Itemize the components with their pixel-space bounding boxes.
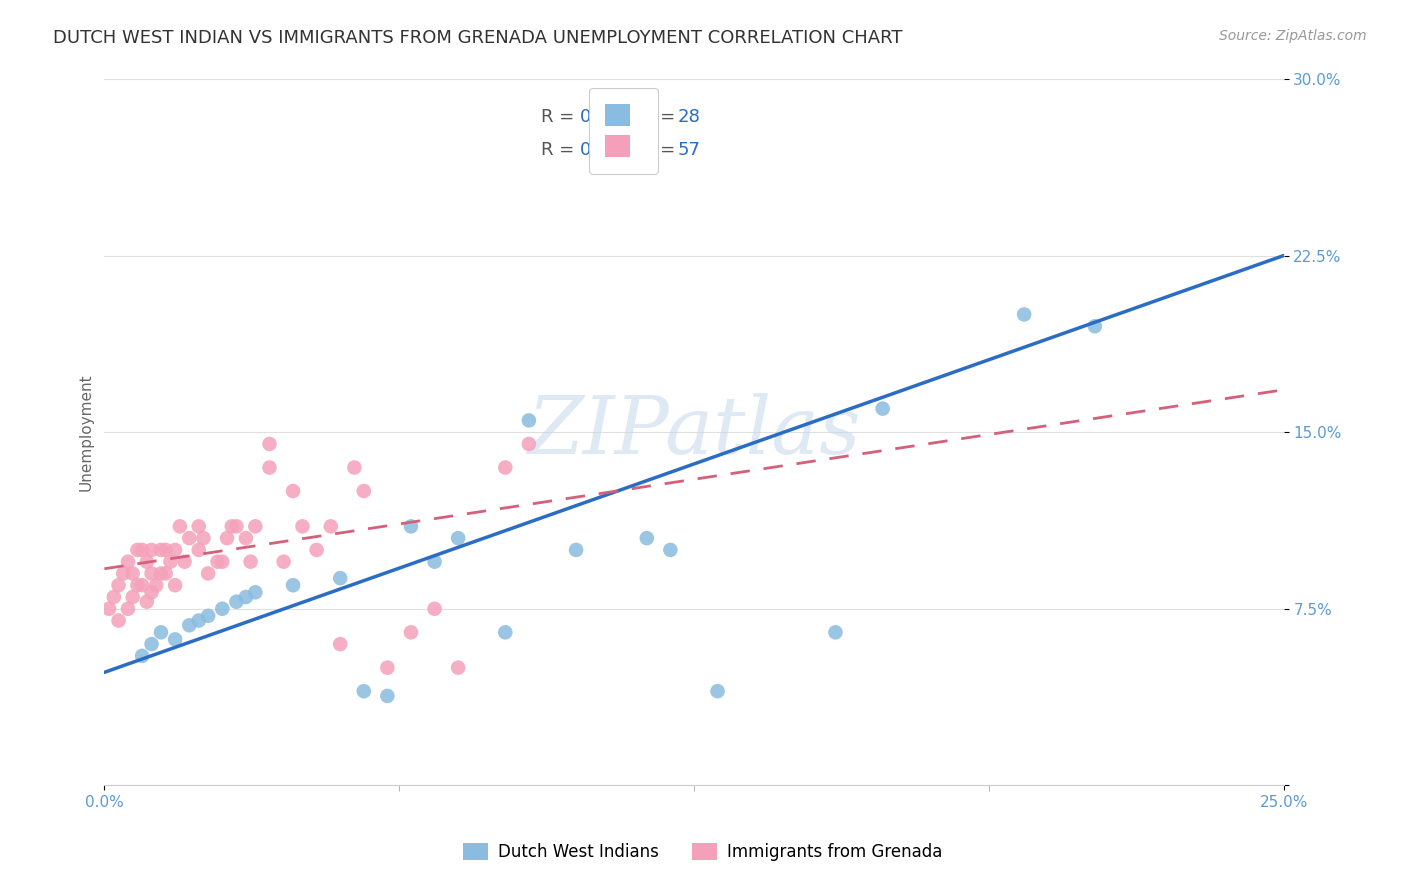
Text: 57: 57 [678, 141, 700, 159]
Point [159, 555, 181, 569]
Y-axis label: Unemployment: Unemployment [79, 374, 93, 491]
Point [165, 542, 187, 557]
Point [187, 542, 209, 557]
Point [127, 578, 149, 592]
Point [121, 590, 143, 604]
Point [343, 460, 366, 475]
Point [149, 542, 172, 557]
Point [399, 625, 422, 640]
Point [103, 590, 125, 604]
Point [319, 519, 342, 533]
Point [494, 460, 516, 475]
Point [517, 437, 540, 451]
Point [329, 637, 352, 651]
Point [259, 437, 281, 451]
Point [173, 555, 195, 569]
Point [565, 542, 588, 557]
Point [423, 601, 446, 615]
Point [281, 578, 304, 592]
Text: N =: N = [641, 141, 675, 159]
Text: 0.172: 0.172 [579, 141, 631, 159]
Point [149, 625, 172, 640]
Point [235, 590, 257, 604]
Point [329, 571, 352, 585]
Point [117, 601, 139, 615]
Point [225, 595, 247, 609]
Point [107, 578, 129, 592]
Text: R =: R = [541, 141, 574, 159]
Point [353, 684, 375, 698]
Point [221, 519, 243, 533]
Point [517, 413, 540, 427]
Point [273, 555, 295, 569]
Point [377, 689, 399, 703]
Point [197, 566, 219, 581]
Point [353, 483, 375, 498]
Point [636, 531, 658, 545]
Point [399, 519, 422, 533]
Text: DUTCH WEST INDIAN VS IMMIGRANTS FROM GRENADA UNEMPLOYMENT CORRELATION CHART: DUTCH WEST INDIAN VS IMMIGRANTS FROM GRE… [53, 29, 903, 47]
Text: 0.553: 0.553 [579, 108, 631, 126]
Text: 28: 28 [678, 108, 700, 126]
Point [1012, 308, 1035, 322]
Point [98, 601, 121, 615]
Point [169, 519, 191, 533]
Point [305, 542, 328, 557]
Point [197, 608, 219, 623]
Point [165, 632, 187, 647]
Point [141, 585, 163, 599]
Point [121, 566, 143, 581]
Point [179, 531, 201, 545]
Point [291, 519, 314, 533]
Point [131, 578, 153, 592]
Point [215, 531, 238, 545]
Point [193, 531, 215, 545]
Point [245, 519, 267, 533]
Point [706, 684, 728, 698]
Point [141, 566, 163, 581]
Point [211, 601, 233, 615]
Point [135, 555, 157, 569]
Point [117, 555, 139, 569]
Point [259, 460, 281, 475]
Point [239, 555, 262, 569]
Point [155, 566, 177, 581]
Point [141, 637, 163, 651]
Point [1084, 319, 1107, 334]
Legend: Dutch West Indians, Immigrants from Grenada: Dutch West Indians, Immigrants from Gren… [457, 836, 949, 868]
Point [225, 519, 247, 533]
Point [281, 483, 304, 498]
Point [135, 595, 157, 609]
Point [131, 542, 153, 557]
Point [187, 614, 209, 628]
Point [245, 585, 267, 599]
Point [141, 542, 163, 557]
Point [235, 531, 257, 545]
Point [165, 578, 187, 592]
Point [824, 625, 846, 640]
Point [494, 625, 516, 640]
Text: R =: R = [541, 108, 574, 126]
Point [447, 531, 470, 545]
Point [659, 542, 682, 557]
Point [447, 660, 470, 674]
Point [149, 566, 172, 581]
Point [155, 542, 177, 557]
Text: Source: ZipAtlas.com: Source: ZipAtlas.com [1219, 29, 1367, 44]
Point [145, 578, 167, 592]
Text: ZIPatlas: ZIPatlas [527, 393, 860, 471]
Point [377, 660, 399, 674]
Point [131, 648, 153, 663]
Point [207, 555, 229, 569]
Legend: , : , [589, 88, 658, 174]
Point [211, 555, 233, 569]
Point [127, 542, 149, 557]
Point [107, 614, 129, 628]
Point [872, 401, 894, 416]
Point [179, 618, 201, 632]
Point [187, 519, 209, 533]
Text: N =: N = [641, 108, 675, 126]
Point [423, 555, 446, 569]
Point [112, 566, 135, 581]
